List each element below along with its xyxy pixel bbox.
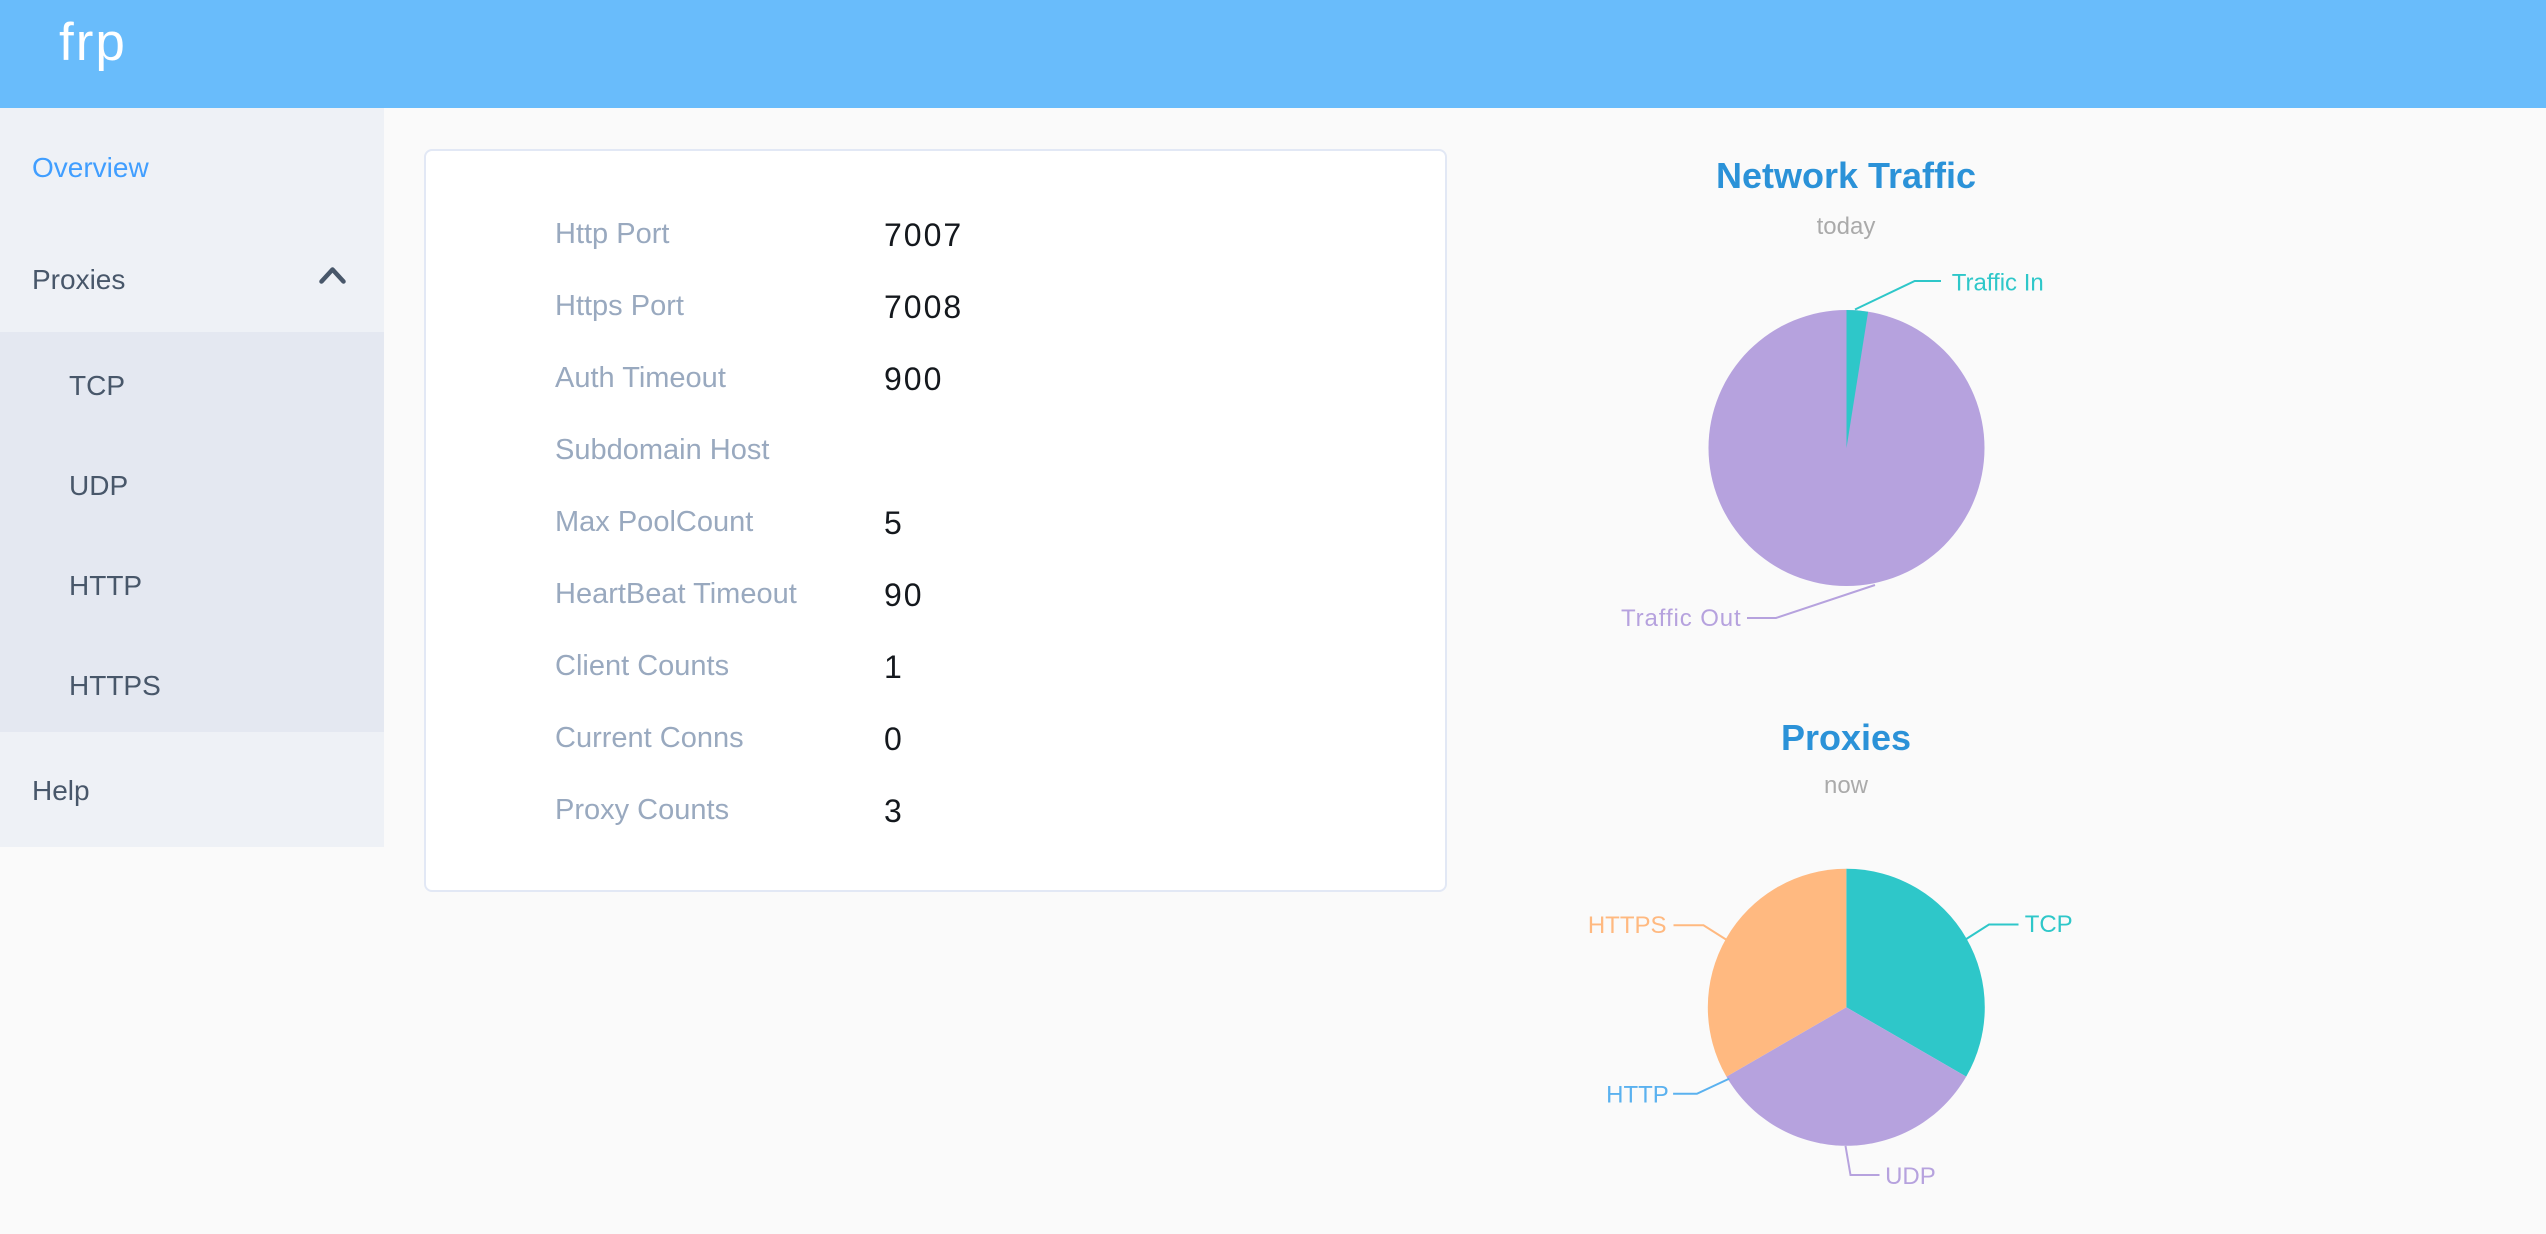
svg-text:HTTPS: HTTPS <box>1588 912 1667 939</box>
svg-text:UDP: UDP <box>1885 1163 1936 1190</box>
svg-text:today: today <box>1817 213 1876 240</box>
svg-text:Traffic In: Traffic In <box>1952 270 2044 297</box>
svg-text:now: now <box>1824 772 1869 799</box>
svg-text:HTTP: HTTP <box>1606 1081 1669 1108</box>
svg-text:TCP: TCP <box>2025 911 2073 938</box>
svg-text:Network Traffic: Network Traffic <box>1716 155 1976 196</box>
svg-text:Traffic Out: Traffic Out <box>1621 605 1742 632</box>
svg-text:Proxies: Proxies <box>1781 717 1911 758</box>
